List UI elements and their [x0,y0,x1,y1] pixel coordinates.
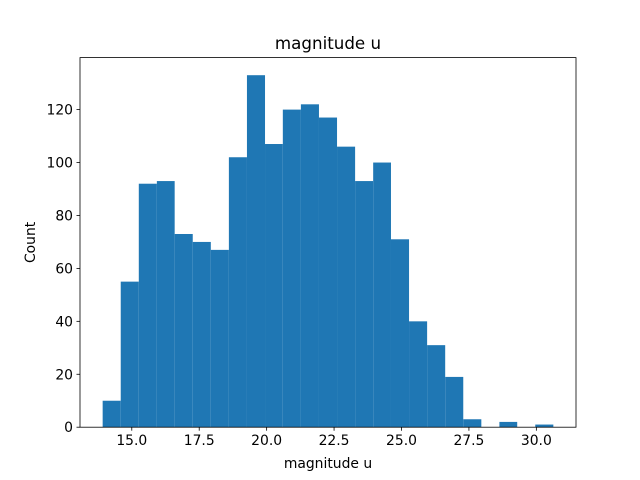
y-tick-label: 0 [64,420,73,436]
bar [463,419,482,428]
bar [246,75,266,428]
x-tick-label: 30.0 [521,433,552,449]
bar [120,281,139,428]
x-tick-label: 15.0 [116,433,147,449]
bar [300,104,319,428]
bar [337,146,356,428]
y-tick-label: 120 [46,103,73,119]
bar [156,181,175,428]
x-tick-label: 17.5 [184,433,215,449]
x-tick-label: 22.5 [319,433,350,449]
bar [535,424,554,428]
y-tick-label: 100 [46,156,73,172]
y-tick-label: 80 [55,208,73,224]
bar [499,421,518,428]
bar [265,144,283,428]
y-axis-label: Count [23,221,39,263]
bar [445,376,464,428]
bar [282,109,301,428]
x-tick-label: 27.5 [453,433,484,449]
x-axis-label: magnitude u [284,456,372,472]
y-tick-label: 40 [55,314,73,330]
bar [228,157,247,428]
bar [192,241,211,428]
bar [409,321,428,428]
chart-title: magnitude u [275,33,381,53]
bar [174,233,193,428]
bar [427,345,446,428]
bar [318,117,338,428]
y-tick-label: 60 [55,261,73,277]
bar [390,239,410,428]
axes-frame [79,57,577,428]
bar [102,400,121,428]
bar [138,183,157,428]
bar [373,162,391,428]
x-tick-label: 20.0 [251,433,282,449]
bar [210,249,229,428]
bar [355,181,374,428]
y-tick-label: 20 [55,367,73,383]
x-tick-label: 25.0 [386,433,417,449]
